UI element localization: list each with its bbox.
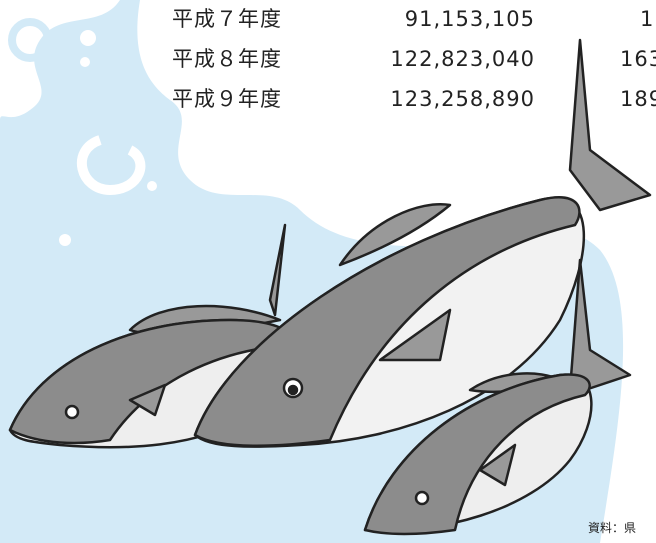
cell: 平成９年度	[172, 87, 282, 111]
bubble	[59, 234, 71, 246]
cell: 1	[640, 7, 654, 31]
cell: 122,823,040	[390, 47, 535, 71]
cell: 189	[620, 87, 656, 111]
cell: 91,153,105	[405, 7, 535, 31]
bubble	[80, 57, 90, 67]
cell: 平成８年度	[172, 47, 282, 71]
cell: 123,258,890	[390, 87, 535, 111]
cell: 163	[620, 47, 656, 71]
bubble	[147, 181, 157, 191]
bubble	[80, 30, 96, 46]
source-note: 資料：県	[588, 521, 636, 535]
cell: 平成７年度	[172, 7, 282, 31]
page: 平成７年度 91,153,105 1 平成８年度 122,823,040 163…	[0, 0, 656, 543]
